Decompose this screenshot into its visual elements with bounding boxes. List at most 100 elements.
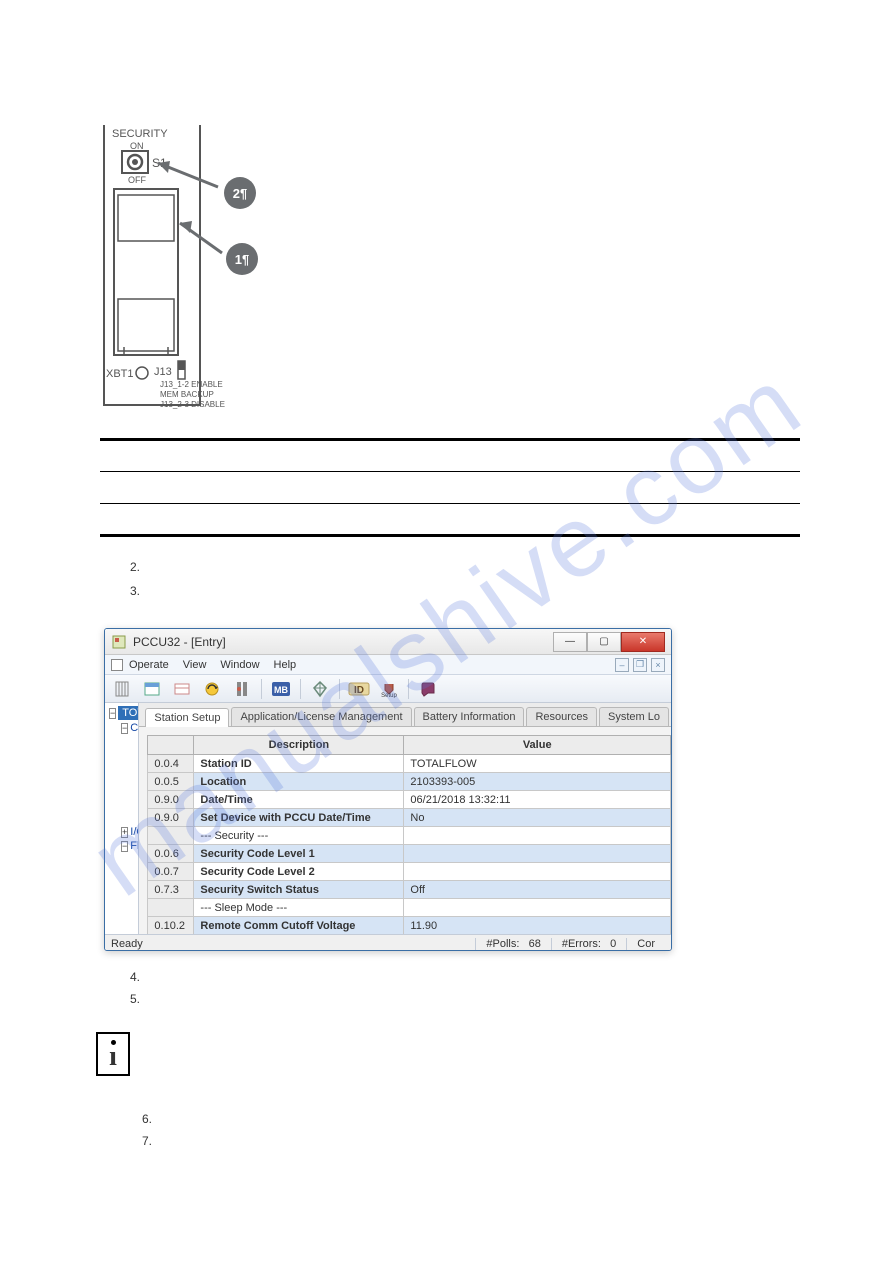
- statusbar: Ready #Polls: 68 #Errors: 0 Cor: [105, 934, 671, 951]
- grid-header-description: Description: [194, 736, 404, 755]
- toolbar-btn-1[interactable]: [109, 677, 135, 701]
- steps-bottom: 6. 7.: [142, 1108, 152, 1152]
- svg-text:Setup: Setup: [381, 693, 397, 698]
- menu-operate[interactable]: Operate: [129, 659, 169, 671]
- grid-cell-value[interactable]: No: [404, 809, 671, 827]
- menubar: Operate View Window Help – ❐ ×: [105, 655, 671, 675]
- menu-view[interactable]: View: [183, 659, 207, 671]
- grid-cell-value[interactable]: TOTALFLOW: [404, 755, 671, 773]
- grid-cell-value[interactable]: 11.90: [404, 917, 671, 935]
- grid-cell-value[interactable]: 2103393-005: [404, 773, 671, 791]
- grid-cell-addr: 0.0.4: [148, 755, 194, 773]
- callout-2: 2¶: [224, 177, 256, 209]
- toolbar-id-icon[interactable]: ID: [346, 677, 372, 701]
- grid-row[interactable]: 0.9.0Date/Time06/21/2018 13:32:11: [148, 791, 671, 809]
- toolbar-refresh-icon[interactable]: [199, 677, 225, 701]
- tree-comm-mmi[interactable]: ⋯MMI Serial - COM0: [105, 765, 138, 780]
- mdi-close-button[interactable]: ×: [651, 658, 665, 672]
- step-7: 7.: [142, 1130, 152, 1152]
- step-6: 6.: [142, 1108, 152, 1130]
- grid-cell-desc: Security Code Level 2: [194, 863, 404, 881]
- grid-cell-value[interactable]: [404, 899, 671, 917]
- toolbar-btn-5[interactable]: [229, 677, 255, 701]
- grid-row[interactable]: 0.0.5Location2103393-005: [148, 773, 671, 791]
- tree-comm-spare[interactable]: ⋯Spare - COM2: [105, 795, 138, 810]
- mdi-minimize-button[interactable]: –: [615, 658, 629, 672]
- grid-cell-desc: --- Security ---: [194, 827, 404, 845]
- minimize-button[interactable]: —: [553, 632, 587, 652]
- grid-row[interactable]: 0.0.7Security Code Level 2: [148, 863, 671, 881]
- tree-comm-usb[interactable]: ⋯Totalflow - USB: [105, 750, 138, 765]
- grid-row[interactable]: 0.0.4Station IDTOTALFLOW: [148, 755, 671, 773]
- tree-pane[interactable]: −TOTALFLOW −Communications ⋯Totalflow - …: [105, 703, 139, 934]
- toolbar-btn-3[interactable]: [169, 677, 195, 701]
- tab-resources[interactable]: Resources: [526, 707, 597, 726]
- tree-comm-bluetooth[interactable]: ⋯Bluetooth: [105, 810, 138, 825]
- menu-window[interactable]: Window: [220, 659, 259, 671]
- grid-cell-value[interactable]: Off: [404, 881, 671, 899]
- tree-flow-rs[interactable]: ⋯RS and No Flow: [105, 898, 138, 913]
- tree-flow-analysis[interactable]: ⋯Analysis: [105, 868, 138, 883]
- tree-comm-tfremote[interactable]: ⋯TF Remote - COM1: [105, 780, 138, 795]
- toolbar-mb-icon[interactable]: MB: [268, 677, 294, 701]
- grid-header-blank: [148, 736, 194, 755]
- grid-cell-value[interactable]: [404, 845, 671, 863]
- tree-communications[interactable]: −Communications: [105, 721, 138, 735]
- status-polls: #Polls: 68: [475, 938, 550, 950]
- tree-flow-setup[interactable]: ⋯Setup: [105, 853, 138, 868]
- grid-cell-desc: Set Device with PCCU Date/Time: [194, 809, 404, 827]
- tab-station-setup[interactable]: Station Setup: [145, 708, 229, 727]
- grid-cell-desc: Date/Time: [194, 791, 404, 809]
- steps-upper: 2. 3.: [130, 556, 140, 604]
- tab-system[interactable]: System Lo: [599, 707, 669, 726]
- tree-flow[interactable]: −Flow Measurement: [105, 839, 138, 853]
- toolbar-diamond-icon[interactable]: [307, 677, 333, 701]
- mdi-restore-button[interactable]: ❐: [633, 658, 647, 672]
- maximize-button[interactable]: ▢: [587, 632, 621, 652]
- grid-cell-addr: 0.0.6: [148, 845, 194, 863]
- grid-cell-addr: 0.10.2: [148, 917, 194, 935]
- grid-cell-desc: Station ID: [194, 755, 404, 773]
- toolbar-separator-2: [300, 679, 301, 699]
- close-button[interactable]: ✕: [621, 632, 665, 652]
- grid-cell-addr: 0.0.5: [148, 773, 194, 791]
- tab-app-license[interactable]: Application/License Management: [231, 707, 411, 726]
- step-5: 5.: [130, 988, 140, 1010]
- grid-row[interactable]: 0.9.0Set Device with PCCU Date/TimeNo: [148, 809, 671, 827]
- tree-comm-tcp[interactable]: ⋯Totalflow - TCP: [105, 735, 138, 750]
- tree-root[interactable]: −TOTALFLOW: [105, 705, 138, 721]
- tab-battery[interactable]: Battery Information: [414, 707, 525, 726]
- diagram-svg: SECURITY ON S1 OFF XBT1 J13 J13_1-2 ENAB…: [100, 125, 290, 425]
- grid-row[interactable]: 0.0.6Security Code Level 1: [148, 845, 671, 863]
- toolbar-btn-2[interactable]: [139, 677, 165, 701]
- grid-cell-value[interactable]: [404, 863, 671, 881]
- toolbar-help-icon[interactable]: [415, 677, 441, 701]
- grid-row[interactable]: --- Sleep Mode ---: [148, 899, 671, 917]
- grid-cell-desc: --- Sleep Mode ---: [194, 899, 404, 917]
- grid-row[interactable]: 0.7.3Security Switch StatusOff: [148, 881, 671, 899]
- grid-row[interactable]: --- Security ---: [148, 827, 671, 845]
- toolbar-setup-icon[interactable]: Setup: [376, 677, 402, 701]
- steps-lower: 4. 5.: [130, 966, 140, 1010]
- setup-grid[interactable]: Description Value 0.0.4Station IDTOTALFL…: [147, 735, 671, 934]
- svg-text:J13_1-2 ENABLE: J13_1-2 ENABLE: [160, 380, 223, 389]
- menu-help[interactable]: Help: [274, 659, 297, 671]
- svg-text:J13_2-3 DISABLE: J13_2-3 DISABLE: [160, 400, 225, 409]
- grid-header-value: Value: [404, 736, 671, 755]
- svg-text:MEM BACKUP: MEM BACKUP: [160, 390, 214, 399]
- app-icon: [111, 634, 127, 650]
- grid-cell-value[interactable]: 06/21/2018 13:32:11: [404, 791, 671, 809]
- grid-cell-addr: 0.7.3: [148, 881, 194, 899]
- toolbar: MB ID Setup: [105, 675, 671, 703]
- info-icon: ı: [96, 1032, 130, 1076]
- svg-text:J13: J13: [154, 366, 172, 378]
- grid-row[interactable]: 0.10.2Remote Comm Cutoff Voltage11.90: [148, 917, 671, 935]
- step-2: 2.: [130, 556, 140, 578]
- titlebar[interactable]: PCCU32 - [Entry] — ▢ ✕: [105, 629, 671, 655]
- grid-cell-value[interactable]: [404, 827, 671, 845]
- tree-flow-digout[interactable]: ⋯Digital Outputs: [105, 883, 138, 898]
- svg-text:OFF: OFF: [128, 175, 146, 185]
- tree-io[interactable]: +I/O Interface: [105, 825, 138, 839]
- grid-cell-addr: 0.9.0: [148, 809, 194, 827]
- content-pane: Station Setup Application/License Manage…: [139, 703, 671, 934]
